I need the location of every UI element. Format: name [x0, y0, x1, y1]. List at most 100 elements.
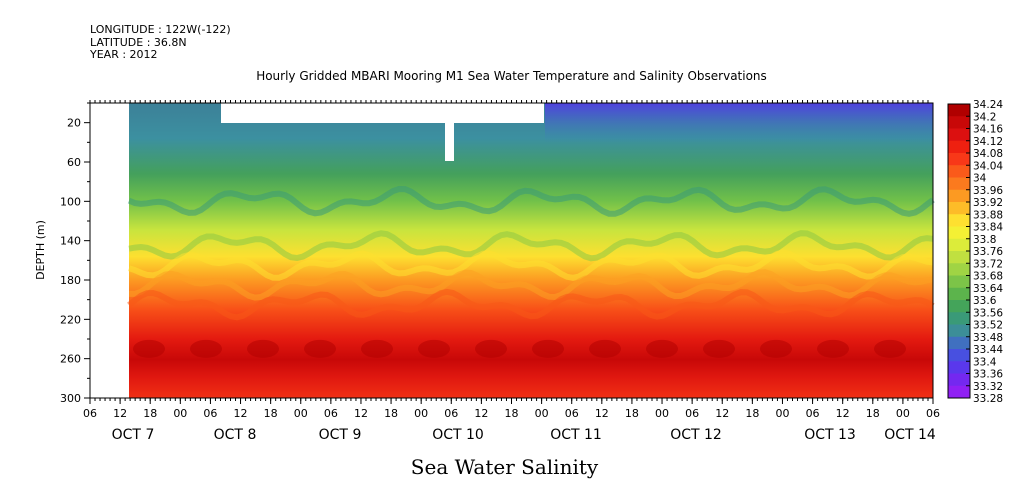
x-tick-label: 00: [294, 407, 308, 420]
colorbar-segment: [948, 373, 970, 387]
colorbar-segment: [948, 336, 970, 350]
colorbar-segment: [948, 116, 970, 129]
isohaline-band: [127, 288, 935, 321]
colorbar-label: 34.12: [973, 136, 1003, 148]
x-tick-label: 06: [565, 407, 579, 420]
x-tick-label: 12: [113, 407, 127, 420]
high-salinity-patch: [817, 339, 849, 358]
surface-low-salinity: [545, 103, 933, 143]
colorbar-label: 33.32: [973, 381, 1003, 393]
high-salinity-patch: [361, 339, 393, 358]
colorbar-label: 33.36: [973, 369, 1003, 381]
plot-area: [127, 103, 935, 398]
colorbar-segment: [948, 361, 970, 374]
colorbar-segment: [948, 275, 970, 289]
year-label: YEAR : 2012: [90, 48, 158, 61]
colorbar-label: 33.72: [973, 258, 1003, 270]
colorbar-label: 34.08: [973, 148, 1003, 160]
colorbar-segment: [948, 214, 970, 227]
colorbar-label: 33.4: [973, 356, 997, 368]
x-tick-label: 18: [745, 407, 759, 420]
x-tick-label: 00: [535, 407, 549, 420]
location-info: LONGITUDE : 122W(-122) LATITUDE : 36.8N …: [90, 23, 231, 62]
x-tick-label: 06: [926, 407, 940, 420]
day-label: OCT 11: [550, 427, 602, 443]
colorbar-segment: [948, 324, 970, 338]
colorbar-label: 34.2: [973, 111, 996, 123]
missing-data-region: [445, 103, 454, 161]
colorbar-segment: [948, 312, 970, 325]
isohaline-band: [128, 230, 934, 262]
high-salinity-patch: [874, 339, 906, 358]
colorbar-label: 34.04: [973, 160, 1003, 172]
day-label: OCT 9: [319, 427, 362, 443]
chart-title: Hourly Gridded MBARI Mooring M1 Sea Wate…: [256, 69, 767, 83]
x-tick-label: 00: [173, 407, 187, 420]
x-tick-label: 12: [234, 407, 248, 420]
colorbar: 34.2434.234.1634.1234.0834.043433.9633.9…: [947, 99, 1003, 405]
y-tick-label: 180: [60, 274, 81, 287]
colorbar-label: 34: [973, 173, 987, 185]
day-label: OCT 14: [884, 427, 936, 443]
colorbar-label: 33.6: [973, 295, 997, 307]
high-salinity-patch: [475, 339, 507, 358]
y-tick-label: 20: [67, 117, 81, 130]
y-tick-label: 100: [60, 195, 81, 208]
x-tick-label: 06: [324, 407, 338, 420]
x-tick-label: 00: [414, 407, 428, 420]
colorbar-label: 33.76: [973, 246, 1003, 258]
colorbar-segment: [948, 287, 970, 301]
x-tick-label: 06: [203, 407, 217, 420]
high-salinity-patch: [247, 339, 279, 358]
y-tick-label: 220: [60, 313, 81, 326]
day-label: OCT 12: [670, 427, 722, 443]
colorbar-label: 33.92: [973, 197, 1003, 209]
x-tick-label: 18: [143, 407, 157, 420]
colorbar-label: 34.24: [973, 99, 1003, 111]
colorbar-segment: [948, 238, 970, 252]
colorbar-label: 33.44: [973, 344, 1003, 356]
x-tick-label: 18: [866, 407, 880, 420]
colorbar-segment: [948, 349, 970, 362]
high-salinity-patch: [760, 339, 792, 358]
high-salinity-patch: [589, 339, 621, 358]
colorbar-segment: [948, 104, 970, 117]
day-label: OCT 8: [214, 427, 257, 443]
high-salinity-patch: [190, 339, 222, 358]
y-tick-label: 300: [60, 392, 81, 405]
x-axis-ticks: 06 12 18 00 06 12 18 00 06 12 18 00 06 12 18 00 06 12 18 00…: [83, 100, 940, 443]
y-tick-label: 60: [67, 156, 81, 169]
high-salinity-patch: [703, 339, 735, 358]
high-salinity-patch: [646, 339, 678, 358]
colorbar-segment: [948, 165, 970, 178]
colorbar-label: 33.68: [973, 271, 1003, 283]
high-salinity-patch: [532, 339, 564, 358]
colorbar-segment: [948, 263, 970, 276]
high-salinity-patch: [304, 339, 336, 358]
y-axis-ticks: 20 60 100 140 180 220 260 300: [60, 102, 90, 405]
day-label: OCT 7: [112, 427, 155, 443]
x-tick-label: 12: [595, 407, 609, 420]
x-tick-label: 18: [264, 407, 278, 420]
isohaline-band: [129, 269, 934, 301]
colorbar-segment: [948, 140, 970, 154]
colorbar-segment: [948, 202, 970, 215]
x-tick-label: 00: [655, 407, 669, 420]
x-tick-label: 06: [83, 407, 97, 420]
y-tick-label: 140: [60, 235, 81, 248]
x-tick-label: 00: [775, 407, 789, 420]
latitude-label: LATITUDE : 36.8N: [90, 35, 187, 49]
colorbar-label: 34.16: [973, 124, 1003, 136]
x-tick-label: 06: [685, 407, 699, 420]
colorbar-segment: [948, 153, 970, 166]
x-tick-label: 06: [444, 407, 458, 420]
x-tick-label: 18: [505, 407, 519, 420]
colorbar-segment: [948, 177, 970, 191]
x-tick-label: 18: [384, 407, 398, 420]
colorbar-label: 33.28: [973, 393, 1003, 405]
colorbar-label: 33.84: [973, 222, 1003, 234]
longitude-label: LONGITUDE : 122W(-122): [90, 23, 231, 36]
colorbar-label: 33.64: [973, 283, 1003, 295]
x-tick-label: 12: [715, 407, 729, 420]
